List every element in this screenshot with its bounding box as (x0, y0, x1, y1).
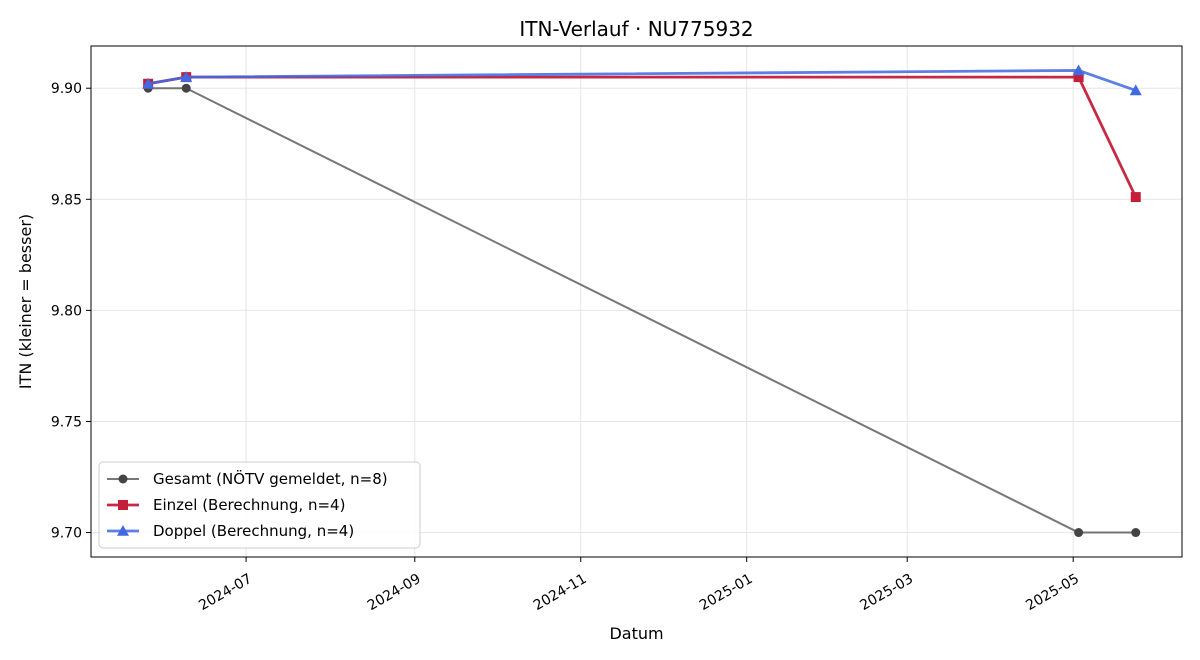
data-point (181, 83, 191, 93)
y-tick-label: 9.85 (51, 192, 82, 208)
legend-swatch-marker (118, 474, 128, 484)
plot-frame (90, 45, 1183, 558)
data-point (1131, 528, 1141, 538)
series-line (147, 69, 1137, 92)
data-point (1129, 84, 1142, 96)
data-point (142, 77, 155, 89)
chart-title: ITN-Verlauf · NU775932 (519, 17, 753, 41)
x-axis-label: Datum (609, 624, 663, 643)
legend-entry-label: Doppel (Berechnung, n=4) (153, 522, 354, 540)
legend-swatch-marker (117, 525, 129, 536)
legend-box (98, 461, 421, 549)
data-point (1072, 64, 1085, 76)
series-line (148, 87, 1136, 534)
y-tick-label: 9.70 (51, 526, 82, 542)
legend-swatch-marker (118, 500, 128, 510)
y-axis-label: ITN (kleiner = besser) (16, 214, 35, 389)
y-tick-label: 9.75 (51, 414, 82, 430)
legend-entry-label: Gesamt (NÖTV gemeldet, n=8) (153, 469, 388, 488)
y-tick-label: 9.90 (51, 81, 82, 97)
series-3 (142, 64, 1142, 96)
data-point (1130, 192, 1141, 203)
legend: Gesamt (NÖTV gemeldet, n=8) Einzel (Berec… (98, 461, 421, 549)
data-point (1073, 72, 1084, 83)
series-layer (142, 64, 1142, 538)
data-point (180, 71, 193, 82)
legend-entry-label: Einzel (Berechnung, n=4) (153, 496, 345, 514)
data-point (1074, 528, 1084, 538)
y-tick-label: 9.80 (51, 303, 82, 319)
